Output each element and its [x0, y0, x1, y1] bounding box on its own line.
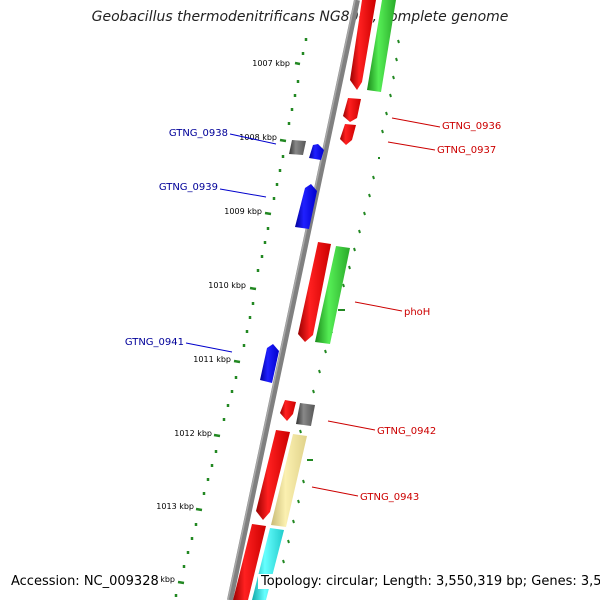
label-gtng-0943: GTNG_0943 — [360, 492, 419, 503]
label-phoh: phoH — [404, 307, 430, 318]
diagram-title: Geobacillus thermodenitrificans NG80-2, … — [91, 9, 509, 25]
gene-arrow-green-top — [367, 0, 396, 92]
label-gtng-0939: GTNG_0939 — [159, 182, 218, 193]
label-gtng-0937: GTNG_0937 — [437, 145, 496, 156]
gene-arrow-phoh — [315, 246, 350, 344]
tick-label-1009: 1009 kbp — [224, 207, 262, 216]
topology-text: Topology: circular; Length: 3,550,319 bp… — [258, 574, 600, 589]
tick-label-1010: 1010 kbp — [208, 281, 246, 290]
gene-arrow-gtng-0943-red — [256, 430, 290, 520]
gene-arrow-gtng-0938 — [309, 144, 324, 160]
gene-arrow-gtng-0937 — [340, 124, 356, 145]
reverse-features — [260, 144, 324, 383]
kbp-tick-labels: 1007 kbp 1008 kbp 1009 kbp 1010 kbp 1011… — [147, 59, 290, 584]
label-gtng-0938: GTNG_0938 — [169, 128, 228, 139]
left-gene-labels: GTNG_0938 GTNG_0939 GTNG_0941 — [125, 128, 277, 353]
right-gene-labels: GTNG_0936 GTNG_0937 phoH GTNG_0942 GTNG_… — [311, 117, 501, 503]
genome-backbone — [227, 0, 360, 600]
label-gtng-0942: GTNG_0942 — [377, 426, 436, 437]
gene-arrow-gtng-0936 — [343, 98, 361, 122]
forward-features — [233, 0, 396, 600]
tick-label-1013: 1013 kbp — [156, 502, 194, 511]
gene-arrow-gtng-0942-red — [280, 400, 296, 421]
gene-arrow-gtng-0942 — [296, 403, 315, 426]
tick-label-1012: 1012 kbp — [174, 429, 212, 438]
accession-text: Accession: NC_009328 — [9, 574, 161, 589]
gene-arrow-red-bottom — [233, 524, 266, 600]
gene-arrow-gtng-0936-a — [350, 0, 376, 90]
gene-arrow-gtng-0941 — [260, 344, 279, 383]
gene-arrow-gtng-0939 — [295, 184, 317, 229]
tick-label-1008: 1008 kbp — [239, 133, 277, 142]
gene-arrow-gray-0938 — [289, 140, 306, 155]
label-gtng-0936: GTNG_0936 — [442, 121, 501, 132]
label-gtng-0941: GTNG_0941 — [125, 337, 184, 348]
tick-label-1007: 1007 kbp — [252, 59, 290, 68]
tick-label-1011: 1011 kbp — [193, 355, 231, 364]
inner-dotted-ring — [174, 38, 308, 597]
gene-arrow-phoh-red — [298, 242, 331, 342]
tick-label-1014: 14 kbp — [147, 575, 175, 584]
outer-dotted-ring — [282, 39, 400, 564]
gene-arrow-gtng-0943 — [271, 434, 307, 527]
